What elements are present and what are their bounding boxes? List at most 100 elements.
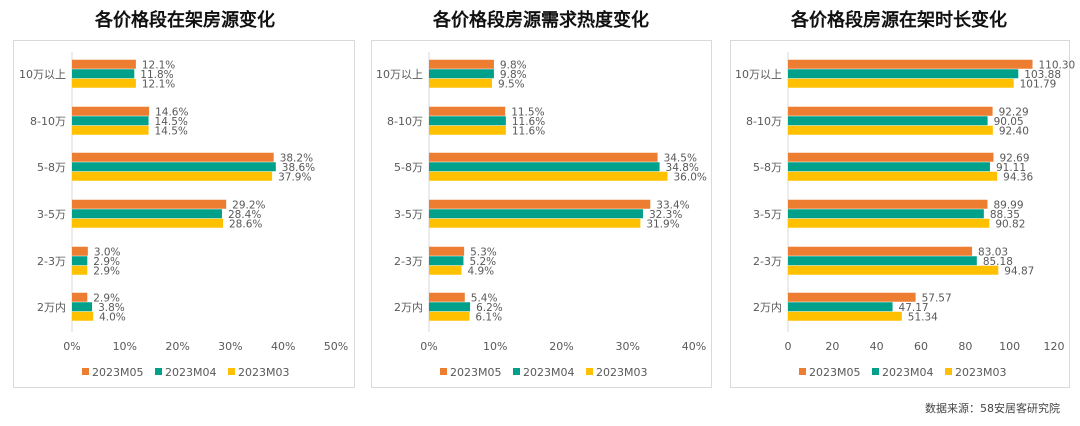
bar-2023M04: [72, 116, 149, 126]
data-label: 11.6%: [512, 125, 545, 137]
category-label: 10万以上: [376, 68, 423, 81]
bar-2023M05: [429, 152, 658, 162]
bar-2023M05: [72, 106, 150, 116]
data-label: 2.9%: [93, 292, 120, 304]
data-label: 36.0%: [674, 171, 707, 183]
bar-2023M03: [788, 78, 1014, 88]
category-label: 5-8万: [394, 161, 423, 174]
data-label: 31.9%: [646, 218, 679, 230]
data-label: 2.9%: [93, 265, 120, 277]
data-label: 94.87: [1004, 265, 1034, 277]
data-label: 28.6%: [229, 218, 262, 230]
bar-2023M05: [429, 199, 651, 209]
bar-2023M03: [788, 265, 999, 275]
bar-2023M04: [788, 209, 984, 219]
x-tick-label: 50%: [324, 340, 348, 353]
chart-title-demand: 各价格段房源需求热度变化: [433, 10, 649, 31]
data-label: 90.05: [994, 116, 1024, 128]
category-label: 5-8万: [37, 161, 66, 174]
bar-2023M03: [72, 125, 149, 135]
x-tick-label: 100: [999, 340, 1020, 353]
bar-2023M03: [429, 218, 641, 228]
data-label: 9.8%: [500, 69, 527, 81]
category-label: 2-3万: [394, 255, 423, 268]
bar-2023M04: [788, 302, 893, 312]
bar-2023M05: [429, 292, 465, 302]
data-label: 4.0%: [99, 311, 126, 323]
bar-2023M05: [72, 199, 227, 209]
data-label: 12.1%: [142, 78, 175, 90]
data-label: 85.18: [983, 256, 1013, 268]
bar-2023M05: [788, 292, 916, 302]
legend-swatch-2023M03: [586, 368, 593, 375]
x-tick-label: 20: [825, 340, 839, 353]
legend-swatch-2023M05: [440, 368, 447, 375]
legend-label: 2023M03: [238, 366, 289, 379]
legend-swatch-2023M05: [82, 368, 89, 375]
data-label: 4.9%: [467, 265, 494, 277]
chart-panel-listing-duration: [730, 40, 1070, 388]
legend-swatch-2023M04: [155, 368, 162, 375]
data-label: 5.2%: [469, 256, 496, 268]
data-label: 38.2%: [280, 152, 313, 164]
data-label: 9.8%: [500, 59, 527, 71]
bar-2023M05: [429, 59, 494, 69]
bar-2023M05: [788, 59, 1033, 69]
data-label: 103.88: [1024, 69, 1061, 81]
data-label: 92.29: [999, 106, 1029, 118]
x-tick-label: 0%: [63, 340, 80, 353]
bar-2023M04: [429, 209, 643, 219]
data-label: 3.8%: [98, 302, 125, 314]
x-tick-label: 0: [785, 340, 792, 353]
x-tick-label: 80: [958, 340, 972, 353]
data-label: 28.4%: [228, 209, 261, 221]
chart-title-listing-duration: 各价格段房源在架时长变化: [791, 10, 1007, 31]
legend-label: 2023M05: [92, 366, 143, 379]
bar-2023M03: [788, 311, 902, 321]
bar-2023M05: [72, 292, 88, 302]
bar-2023M05: [72, 246, 88, 256]
data-label: 6.1%: [475, 311, 502, 323]
legend-label: 2023M05: [809, 366, 860, 379]
bar-2023M04: [72, 256, 88, 266]
category-label: 2万内: [394, 300, 423, 314]
bar-2023M04: [429, 302, 471, 312]
bar-2023M03: [788, 171, 998, 181]
bar-2023M05: [788, 199, 988, 209]
x-tick-label: 30%: [218, 340, 242, 353]
bar-2023M03: [429, 265, 462, 275]
data-label: 11.6%: [512, 116, 545, 128]
category-label: 10万以上: [735, 68, 782, 81]
data-label: 92.40: [999, 125, 1029, 137]
bar-2023M04: [429, 116, 506, 126]
bar-2023M04: [72, 162, 276, 172]
bar-2023M05: [788, 106, 993, 116]
category-label: 3-5万: [394, 208, 423, 221]
bar-2023M05: [429, 106, 506, 116]
data-label: 14.6%: [155, 106, 188, 118]
data-label: 83.03: [978, 246, 1008, 258]
category-label: 2-3万: [753, 255, 782, 268]
data-label: 5.3%: [470, 246, 497, 258]
data-label: 34.8%: [666, 162, 699, 174]
bar-2023M03: [72, 78, 136, 88]
data-label: 90.82: [995, 218, 1025, 230]
legend-swatch-2023M05: [799, 368, 806, 375]
category-label: 8-10万: [387, 115, 423, 128]
bar-2023M03: [429, 78, 492, 88]
bar-2023M04: [788, 162, 990, 172]
bar-2023M05: [788, 152, 994, 162]
data-label: 14.5%: [155, 116, 188, 128]
category-label: 8-10万: [30, 115, 66, 128]
bar-2023M05: [429, 246, 465, 256]
legend-swatch-2023M04: [872, 368, 879, 375]
data-label: 5.4%: [471, 292, 498, 304]
legend-label: 2023M04: [882, 366, 933, 379]
category-label: 2万内: [37, 300, 66, 314]
category-label: 2-3万: [37, 255, 66, 268]
legend-swatch-2023M03: [945, 368, 952, 375]
bar-2023M03: [72, 171, 273, 181]
bar-2023M05: [788, 246, 973, 256]
bar-2023M03: [788, 125, 993, 135]
